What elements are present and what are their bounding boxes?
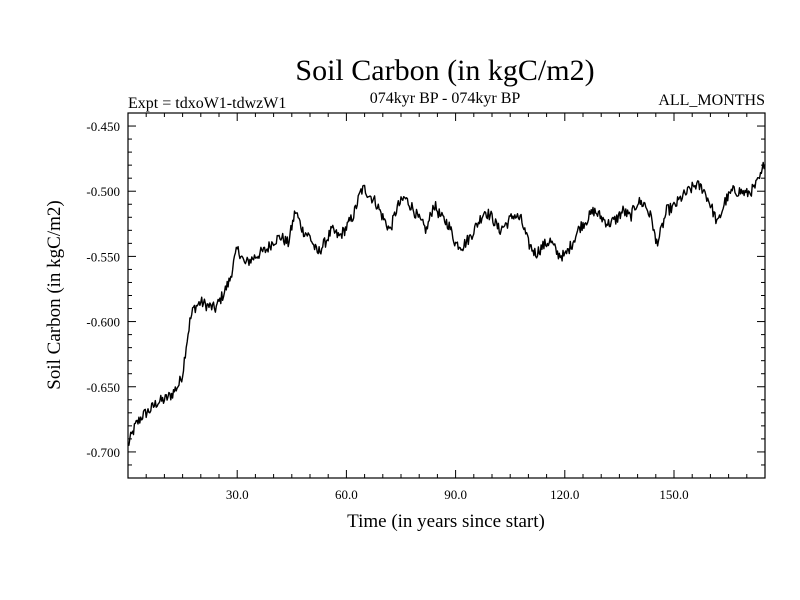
x-tick-label: 120.0	[550, 487, 579, 502]
y-tick-label: -0.650	[86, 380, 120, 395]
y-tick-label: -0.600	[86, 315, 120, 330]
axis-ticks: 30.0 60.0 90.0 120.0 150.0 -0.450 -0.500 -0.550…	[86, 113, 765, 502]
chart-title: Soil Carbon (in kgC/m2)	[295, 54, 594, 87]
months-label: ALL_MONTHS	[658, 92, 765, 109]
plot-frame	[127, 112, 766, 479]
x-axis-label: Time (in years since start)	[347, 511, 545, 532]
x-tick-label: 30.0	[226, 487, 249, 502]
x-tick-label: 60.0	[335, 487, 358, 502]
y-axis-label: Soil Carbon (in kgC/m2)	[44, 200, 65, 389]
y-tick-label: -0.500	[86, 184, 120, 199]
series-line	[127, 161, 766, 446]
y-tick-label: -0.550	[86, 249, 120, 264]
y-tick-label: -0.450	[86, 119, 120, 134]
period-label: 074kyr BP - 074kyr BP	[370, 90, 521, 107]
y-tick-label: -0.700	[86, 445, 120, 460]
experiment-label: Expt = tdxoW1-tdwzW1	[128, 95, 286, 112]
x-tick-label: 90.0	[444, 487, 467, 502]
series-group	[127, 161, 766, 446]
x-tick-label: 150.0	[659, 487, 688, 502]
